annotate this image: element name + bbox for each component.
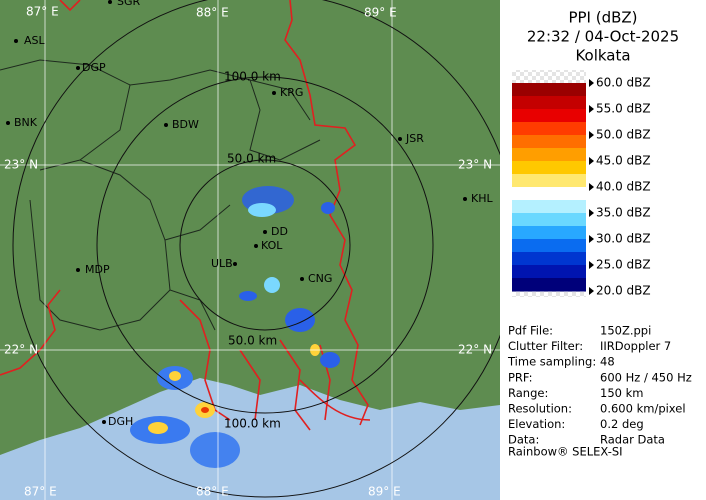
ring-label: 50.0 km [228,334,277,348]
city-label: BDW [172,118,199,131]
state-borders [0,0,371,431]
radar-echoes [130,186,340,468]
scale-pointer [589,79,594,87]
panel-time: 22:32 / 04-Oct-2025 [527,28,679,46]
scale-band [512,213,586,227]
city-dots [6,0,467,424]
info-key: Range: [508,386,548,400]
scale-band [512,200,586,214]
city-label: KHL [471,192,493,205]
scale-band [512,161,586,175]
scale-band [512,187,586,201]
scale-label: 45.0 dBZ [596,154,651,168]
lon-label: 88° E [196,485,229,499]
info-key: Clutter Filter: [508,339,583,353]
scale-label: 40.0 dBZ [596,180,651,194]
city-label: CNG [308,272,332,285]
scale-below [512,291,586,297]
scale-pointer [589,105,594,113]
info-value: 0.2 deg [600,417,644,431]
city-label: KOL [261,239,283,252]
scale-band [512,135,586,149]
info-value: IIRDoppler 7 [600,339,671,353]
lat-label: 23° N [458,158,492,172]
city-label: KRG [280,86,303,99]
scale-label: 50.0 dBZ [596,128,651,142]
range-rings [12,0,500,498]
info-value: 0.600 km/pixel [600,402,686,416]
scale-pointer [589,287,594,295]
info-value: 150Z.ppi [600,324,651,338]
panel-site: Kolkata [575,47,630,65]
city-label: ASL [24,34,46,47]
scale-band [512,265,586,279]
panel-footer: Rainbow® SELEX-SI [508,445,623,459]
scale-band [512,109,586,123]
scale-label: 20.0 dBZ [596,284,651,298]
info-key: Data: [508,433,539,447]
scale-label: 60.0 dBZ [596,76,651,90]
lon-label: 88° E [196,6,229,20]
info-value: 48 [600,355,615,369]
scale-band [512,96,586,110]
info-value: 150 km [600,386,643,400]
city-label: JSR [405,132,424,145]
city-label: MDP [85,263,110,276]
scale-pointer [589,261,594,269]
city-label: ULB [211,257,233,270]
info-key: Resolution: [508,402,572,416]
lat-label: 22° N [458,343,492,357]
city-label: DGH [108,415,133,428]
city-label: BNK [14,116,38,129]
city-label: SGR [117,0,141,8]
scale-band [512,122,586,136]
lat-label: 22° N [4,343,38,357]
scale-band [512,278,586,292]
scale-label: 55.0 dBZ [596,102,651,116]
info-value: Radar Data [600,433,665,447]
scale-band [512,83,586,97]
scale-above [512,70,586,83]
district-borders [0,59,321,331]
scale-band [512,252,586,266]
scale-band [512,239,586,253]
ring-label: 50.0 km [227,152,276,166]
map: SGR ASL DGP BNK BDW KRG JSR KHL DD KOL U… [0,0,500,500]
lat-label: 23° N [4,158,38,172]
lon-label: 89° E [368,485,401,499]
lon-label: 87° E [24,485,57,499]
city-label: DGP [82,61,106,74]
scale-band [512,174,586,188]
panel-title: PPI (dBZ) [568,9,637,27]
info-table: Pdf File: 150Z.ppi Clutter Filter: IIRDoppl… [507,324,692,447]
info-key: PRF: [508,370,533,384]
city-label: DD [271,225,288,238]
lon-label: 87° E [26,5,59,19]
scale-label: 35.0 dBZ [596,206,651,220]
scale-band [512,226,586,240]
info-key: Elevation: [508,417,565,431]
scale-pointer [589,183,594,191]
info-key: Pdf File: [508,324,553,338]
ring-label: 100.0 km [224,70,281,84]
ring-label: 100.0 km [224,417,281,431]
scale-label: 30.0 dBZ [596,232,651,246]
scale-pointer [589,235,594,243]
scale-band [512,148,586,162]
scale-label: 25.0 dBZ [596,258,651,272]
scale-pointer [589,209,594,217]
sea [0,378,500,500]
info-key: Time sampling: [507,355,596,369]
color-scale: 60.0 dBZ 55.0 dBZ 50.0 dBZ 45.0 dBZ 40.0 dBZ… [512,76,651,298]
scale-pointer [589,131,594,139]
scale-pointer [589,157,594,165]
lon-label: 89° E [364,6,397,20]
info-value: 600 Hz / 450 Hz [600,370,692,384]
